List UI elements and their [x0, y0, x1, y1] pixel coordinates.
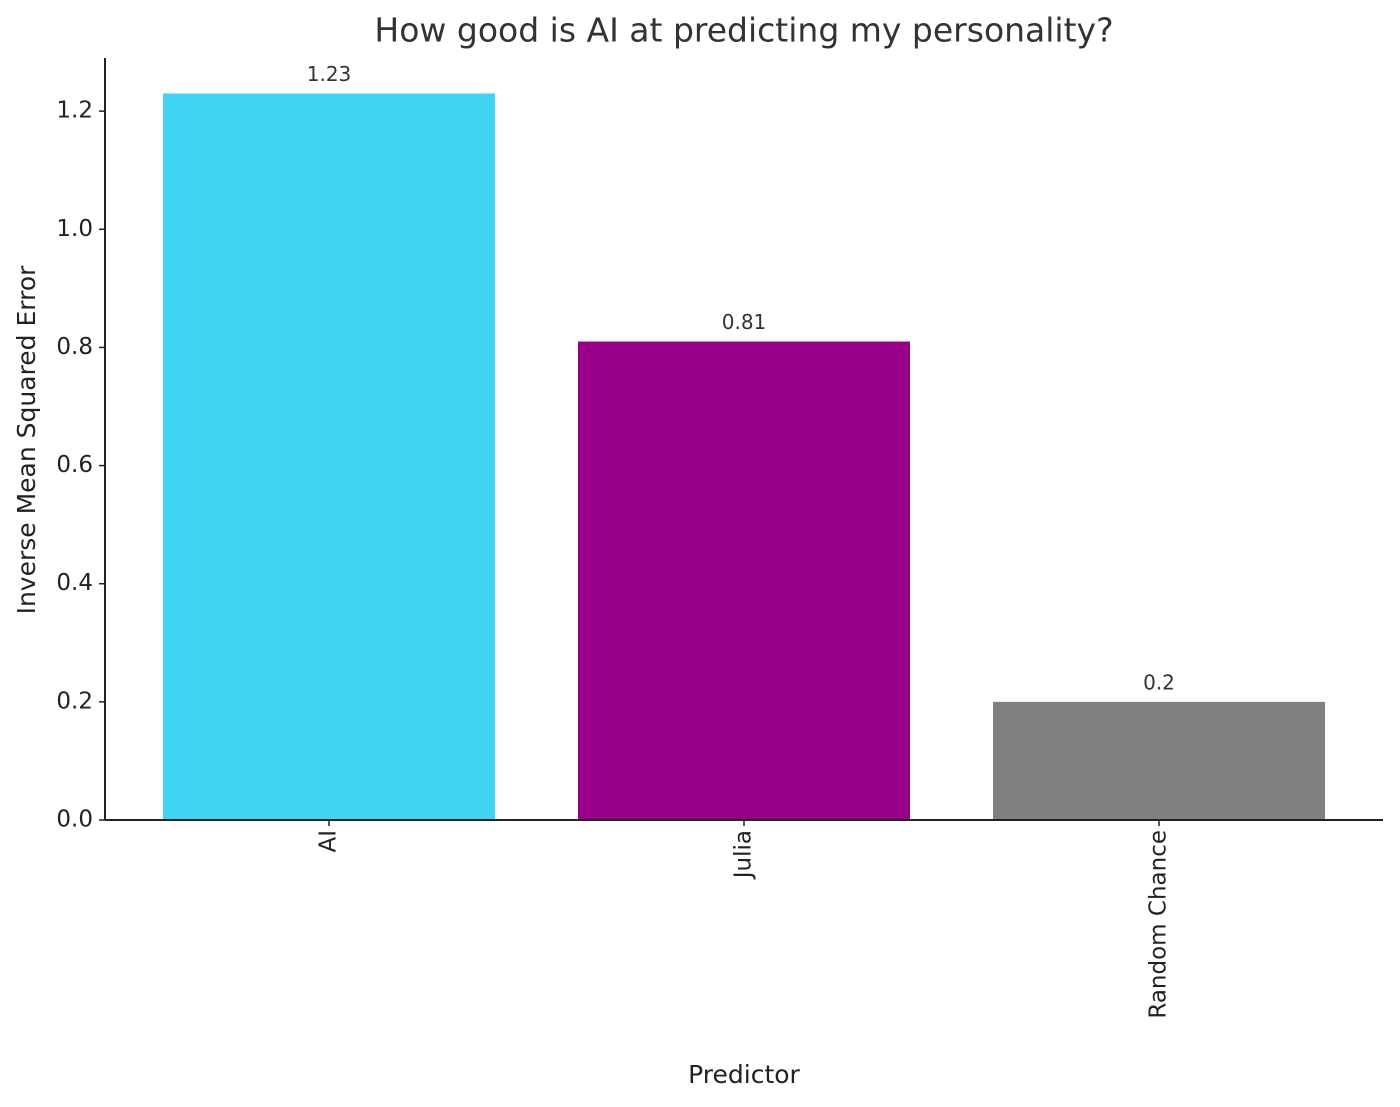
y-tick-label: 1.0 — [56, 216, 93, 242]
bar — [578, 341, 910, 820]
chart-title: How good is AI at predicting my personal… — [374, 11, 1113, 50]
x-tick-label: Random Chance — [1146, 830, 1172, 1019]
value-label: 0.81 — [722, 310, 767, 334]
y-tick-label: 1.2 — [56, 98, 93, 124]
x-tick-label: AI — [316, 830, 342, 853]
y-tick-label: 0.8 — [56, 334, 93, 360]
y-tick-label: 0.6 — [56, 452, 93, 478]
value-label: 0.2 — [1143, 670, 1175, 694]
x-tick-label: Julia — [731, 830, 757, 880]
y-tick-label: 0.4 — [56, 570, 93, 596]
x-axis-label: Predictor — [688, 1060, 800, 1089]
y-axis-label: Inverse Mean Squared Error — [12, 265, 41, 615]
y-tick-label: 0.2 — [56, 688, 93, 714]
y-tick-label: 0.0 — [56, 807, 93, 833]
bar — [163, 93, 495, 820]
bar — [993, 701, 1325, 820]
value-label: 1.23 — [307, 62, 352, 86]
